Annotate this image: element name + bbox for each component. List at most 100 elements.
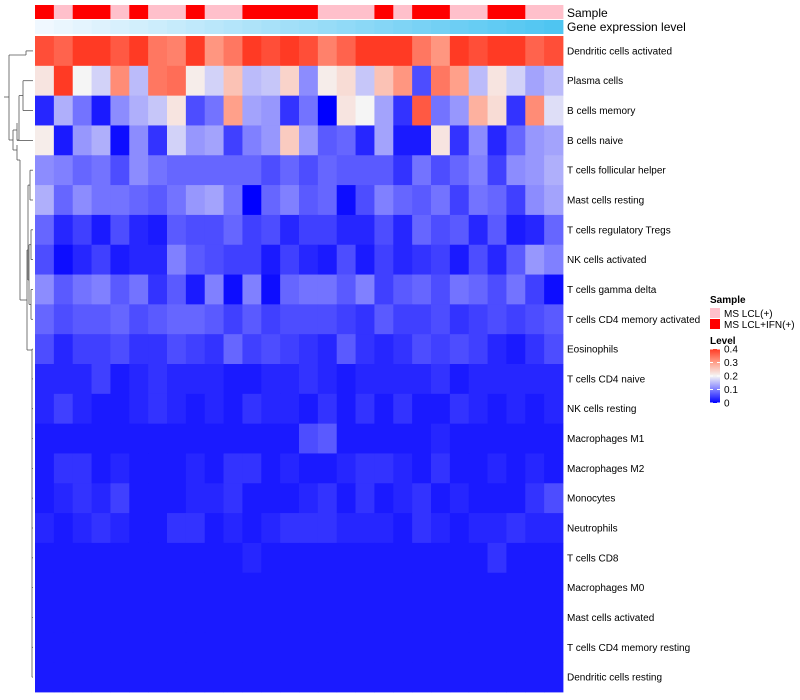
heatmap-cell — [487, 632, 507, 663]
heatmap-cell — [317, 542, 338, 574]
heatmap-cell — [148, 423, 168, 454]
heatmap-cell — [468, 185, 488, 216]
heatmap-cell — [110, 125, 130, 156]
heatmap-cell — [412, 364, 432, 395]
heatmap-cell — [35, 185, 55, 216]
row-label: T cells regulatory Tregs — [567, 225, 671, 236]
heatmap-cell — [35, 602, 55, 633]
heatmap-cell — [261, 572, 281, 603]
heatmap-cell — [468, 214, 488, 246]
gene-expression-annotation-cell — [35, 20, 55, 34]
heatmap-cell — [525, 214, 545, 246]
heatmap-cell — [129, 65, 149, 97]
heatmap-cell — [506, 632, 526, 663]
heatmap-cell — [487, 483, 507, 514]
heatmap-cell — [185, 36, 206, 67]
heatmap-cell — [185, 513, 206, 544]
heatmap-cell — [129, 513, 149, 544]
heatmap-cell — [242, 572, 262, 603]
heatmap-cell — [167, 483, 187, 514]
heatmap-cell — [167, 542, 187, 574]
heatmap-cell — [53, 304, 74, 335]
row-label: Macrophages M0 — [567, 583, 645, 594]
heatmap-cell — [506, 214, 526, 246]
heatmap-cell — [53, 662, 74, 693]
heatmap-cell — [374, 244, 394, 275]
heatmap-cell — [35, 125, 55, 156]
heatmap-cell — [412, 304, 432, 335]
heatmap-cell — [185, 602, 206, 633]
heatmap-cell — [261, 274, 281, 305]
heatmap-cell — [525, 125, 545, 156]
heatmap-cell — [91, 334, 111, 365]
heatmap-cell — [374, 542, 394, 574]
heatmap-cell — [223, 393, 243, 425]
heatmap-cell — [299, 364, 319, 395]
heatmap-cell — [72, 423, 92, 454]
heatmap-cell — [204, 513, 224, 544]
heatmap-cell — [204, 274, 224, 305]
heatmap-cell — [72, 364, 92, 395]
heatmap-cell — [487, 304, 507, 335]
heatmap-cell — [148, 662, 168, 693]
heatmap-cell — [242, 453, 262, 484]
heatmap-cell — [167, 185, 187, 216]
heatmap-cell — [280, 364, 300, 395]
heatmap-cell — [204, 364, 224, 395]
heatmap-cell — [412, 423, 432, 454]
heatmap-cell — [110, 572, 130, 603]
heatmap-cell — [223, 304, 243, 335]
heatmap-cell — [129, 632, 149, 663]
heatmap-cell — [506, 65, 526, 97]
heatmap-cell — [91, 483, 111, 514]
heatmap-cell — [223, 513, 243, 544]
heatmap-cell — [280, 65, 300, 97]
heatmap-cell — [431, 125, 451, 156]
heatmap-cell — [431, 214, 451, 246]
heatmap-cell — [110, 662, 130, 693]
heatmap-cell — [185, 572, 206, 603]
heatmap-cell — [261, 542, 281, 574]
heatmap-cell — [393, 274, 413, 305]
heatmap-cell — [449, 95, 470, 126]
heatmap-cell — [185, 393, 206, 425]
heatmap-cell — [468, 662, 488, 693]
heatmap-cell — [223, 214, 243, 246]
heatmap-cell — [204, 185, 224, 216]
heatmap-cell — [204, 95, 224, 126]
heatmap-cell — [53, 36, 74, 67]
heatmap-cell — [355, 244, 375, 275]
heatmap-cell — [544, 632, 564, 663]
heatmap-cell — [72, 95, 92, 126]
heatmap-cell — [412, 632, 432, 663]
heatmap-cell — [374, 453, 394, 484]
heatmap-cell — [468, 274, 488, 305]
heatmap-cell — [261, 155, 281, 186]
heatmap-cell — [261, 125, 281, 156]
heatmap-cell — [167, 274, 187, 305]
heatmap-cell — [204, 572, 224, 603]
heatmap-cell — [374, 125, 394, 156]
heatmap-cell — [223, 632, 243, 663]
heatmap-cell — [72, 483, 92, 514]
heatmap-cell — [525, 393, 545, 425]
heatmap-cell — [167, 602, 187, 633]
heatmap-cell — [223, 364, 243, 395]
heatmap-cell — [91, 632, 111, 663]
heatmap-cell — [167, 393, 187, 425]
heatmap-cell — [91, 453, 111, 484]
level-tick-label: 0.4 — [724, 345, 738, 356]
heatmap-cell — [242, 542, 262, 574]
heatmap-cell — [431, 662, 451, 693]
heatmap-cell — [449, 155, 470, 186]
heatmap-cell — [299, 483, 319, 514]
gene-expression-annotation-cell — [506, 20, 526, 34]
heatmap-cell — [525, 274, 545, 305]
heatmap-cell — [544, 36, 564, 67]
level-tick-label: 0.1 — [724, 385, 738, 396]
heatmap-cell — [280, 513, 300, 544]
heatmap-cell — [393, 662, 413, 693]
heatmap-cell — [129, 423, 149, 454]
heatmap-cell — [53, 423, 74, 454]
heatmap-cell — [544, 572, 564, 603]
